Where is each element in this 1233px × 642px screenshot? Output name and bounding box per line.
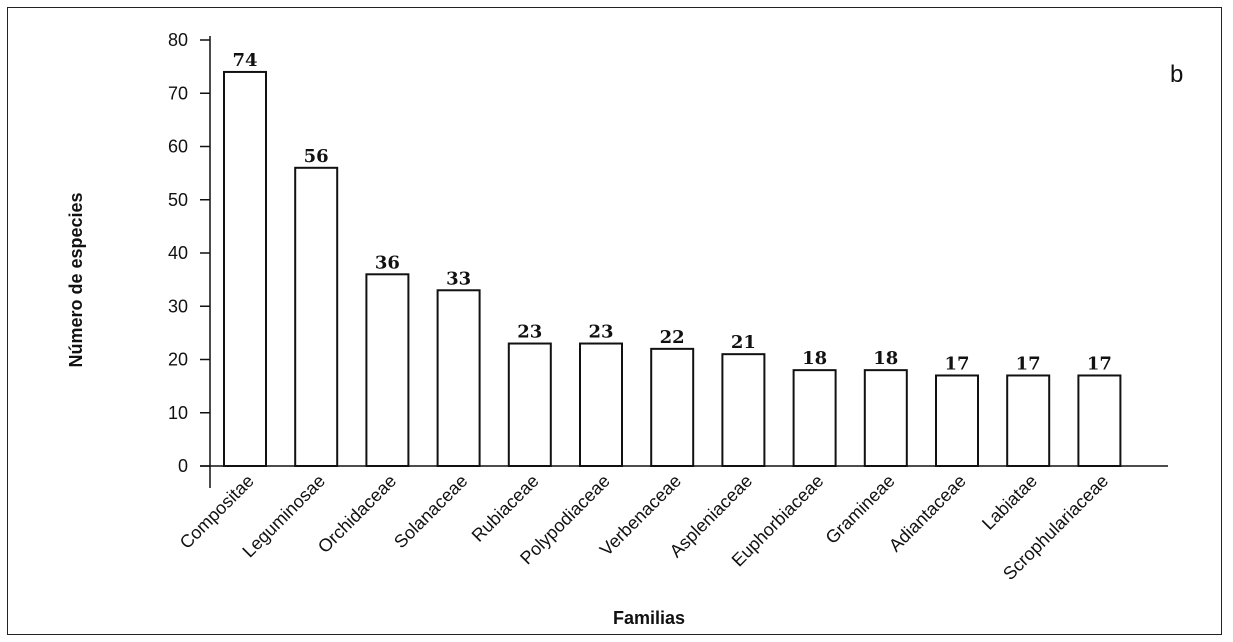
bar-aspleniaceae <box>721 353 766 467</box>
value-label: 56 <box>304 146 329 167</box>
bar-orchidaceae <box>365 273 410 467</box>
value-label: 18 <box>873 348 898 369</box>
value-label: 33 <box>446 268 471 289</box>
x-tick-label: Gramineae <box>822 471 899 548</box>
x-tick-label: Adiantaceae <box>885 471 970 556</box>
bar-scrophulariaceae <box>1077 374 1122 468</box>
value-label: 18 <box>802 348 827 369</box>
bar-leguminosae <box>294 166 339 468</box>
bar-gramineae <box>863 369 908 467</box>
bar-solanaceae <box>436 289 481 467</box>
value-label: 17 <box>1016 353 1041 374</box>
value-label: 74 <box>232 50 257 71</box>
panel-label: b <box>1170 61 1183 88</box>
value-label: 22 <box>660 327 685 348</box>
y-tick-label: 10 <box>168 403 188 423</box>
bar-euphorbiaceae <box>792 369 837 467</box>
bar-rubiaceae <box>507 342 552 467</box>
x-tick-label: Solanaceae <box>390 471 471 552</box>
value-label: 21 <box>731 332 756 353</box>
bar-adiantaceae <box>935 374 979 468</box>
value-label: 17 <box>1087 353 1112 374</box>
y-tick-label: 70 <box>168 83 188 103</box>
y-tick-label: 80 <box>168 30 188 50</box>
value-label: 36 <box>375 252 400 273</box>
bar-verbenaceae <box>650 347 695 468</box>
y-ticks: 0 10 20 30 40 50 60 70 80 <box>168 30 210 476</box>
y-axis-title: Número de especies <box>66 192 86 367</box>
x-axis-title: Familias <box>613 608 685 628</box>
bar-labiatae <box>1006 374 1051 468</box>
category-labels: CompositaeLeguminosaeOrchidaceaeSolanace… <box>176 471 1112 584</box>
bars <box>223 70 1122 468</box>
y-tick-label: 40 <box>168 243 188 263</box>
value-label: 17 <box>944 353 969 374</box>
value-label: 23 <box>588 322 613 343</box>
y-tick-label: 0 <box>178 456 188 476</box>
x-tick-label: Labiatae <box>978 471 1041 534</box>
y-tick-label: 30 <box>168 296 188 316</box>
y-tick-label: 50 <box>168 190 188 210</box>
x-tick-label: Rubiaceae <box>468 471 543 546</box>
y-tick-label: 20 <box>168 350 188 370</box>
bar-polypodiaceae <box>579 342 623 467</box>
y-tick-label: 60 <box>168 137 188 157</box>
bar-compositae <box>223 70 267 467</box>
value-label: 23 <box>517 322 542 343</box>
value-labels: 74 56 36 33 23 23 22 21 18 18 17 17 17 <box>232 50 1111 375</box>
